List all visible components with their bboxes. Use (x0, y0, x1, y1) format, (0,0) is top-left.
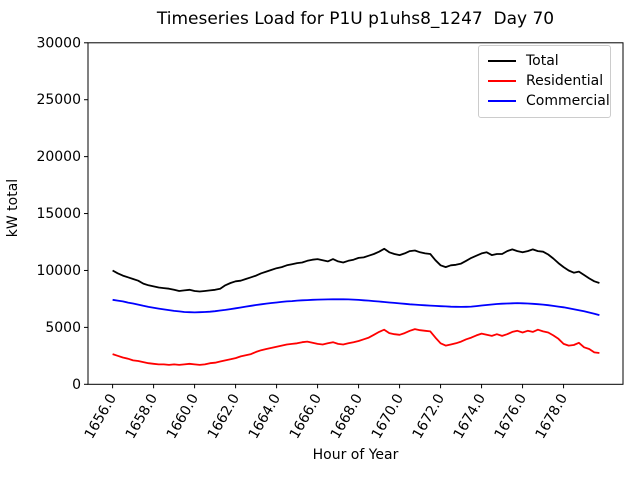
series-line-commercial (112, 298, 600, 316)
y-tick-label: 15000 (36, 206, 81, 222)
y-tick-label: 10000 (36, 263, 81, 279)
y-tick-label: 25000 (36, 92, 81, 108)
x-tick-label: 1678.0 (533, 391, 571, 441)
x-tick-label: 1664.0 (246, 391, 284, 441)
x-tick-label: 1660.0 (164, 391, 202, 441)
x-tick-label: 1658.0 (123, 391, 161, 441)
x-tick-label: 1670.0 (369, 391, 407, 441)
y-tick-label: 5000 (45, 320, 81, 336)
legend-label-commercial: Commercial (526, 93, 610, 109)
legend-label-residential: Residential (526, 73, 604, 89)
series-line-residential (112, 328, 600, 366)
x-tick-label: 1668.0 (328, 391, 366, 441)
legend-label-total: Total (526, 53, 559, 69)
y-tick-label: 30000 (36, 35, 81, 51)
residential-line-sample (488, 80, 516, 82)
legend-entry-residential: Residential (479, 71, 610, 91)
x-tick-label: 1656.0 (82, 391, 120, 441)
commercial-line-sample (488, 100, 516, 102)
x-tick-label: 1662.0 (205, 391, 243, 441)
y-tick-label: 0 (72, 377, 81, 393)
y-axis-label: kW total (5, 178, 21, 238)
x-tick-label: 1666.0 (287, 391, 325, 441)
legend-entry-total: Total (479, 51, 610, 71)
x-axis-label: Hour of Year (312, 447, 399, 463)
y-tick-label: 20000 (36, 149, 81, 165)
legend: Total Residential Commercial (478, 45, 611, 118)
x-tick-label: 1676.0 (492, 391, 530, 441)
series-line-total (112, 247, 600, 293)
x-tick-label: 1672.0 (410, 391, 448, 441)
x-tick-label: 1674.0 (451, 391, 489, 441)
total-line-sample (488, 60, 516, 62)
chart-title: Timeseries Load for P1U p1uhs8_1247 Day … (156, 9, 555, 29)
legend-entry-commercial: Commercial (479, 91, 610, 111)
